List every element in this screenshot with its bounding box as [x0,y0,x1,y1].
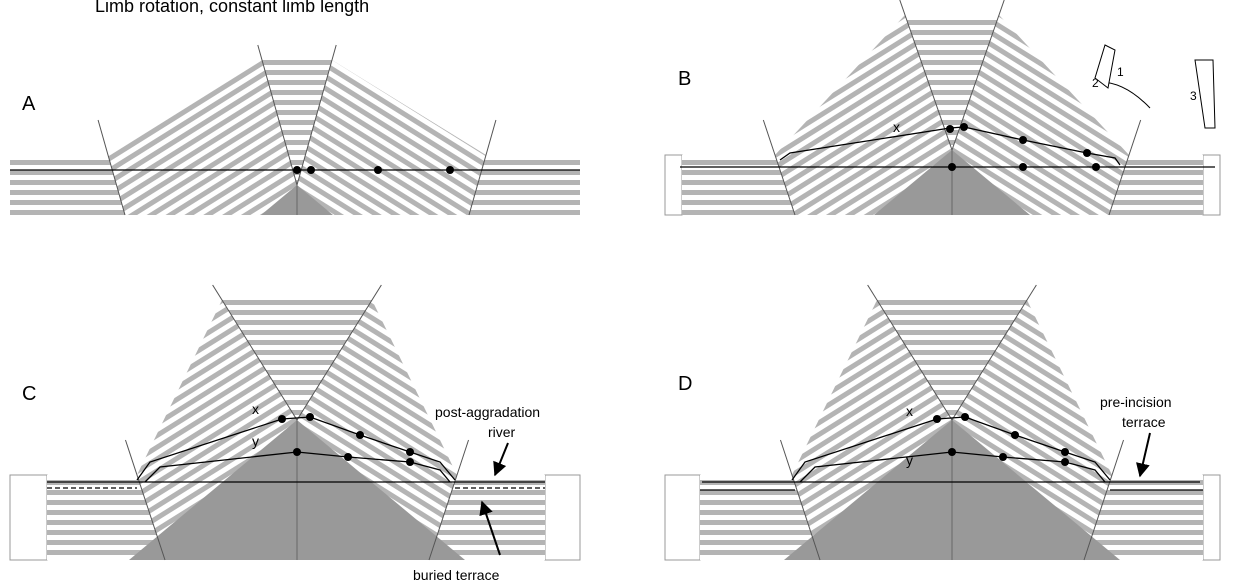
marker-label: 3 [1190,89,1197,103]
axial-surface [899,0,953,151]
panel-label: A [22,93,36,115]
marker-dot [960,123,968,131]
axial-surface [951,284,1037,421]
flat-beds [10,155,125,215]
end-box [544,474,581,561]
marker-dot [1019,163,1027,171]
end-box [9,474,48,561]
end-box [1202,474,1221,561]
marker-dot [933,415,941,423]
arrow [493,442,509,477]
marker-label: x [906,403,913,419]
marker-dot [961,413,969,421]
flat-beds [682,155,795,215]
marker-dot [1061,448,1069,456]
panel-label: D [678,373,692,395]
limb [952,15,1129,215]
annotation: terrace [1122,414,1166,430]
marker-label: y [252,433,259,449]
marker-line [791,416,1111,481]
arrow [479,500,501,556]
annotation: pre-incision [1100,394,1172,410]
marker-dot [374,166,382,174]
marker-dot [446,166,454,174]
marker-dot [406,448,414,456]
axial-surface [296,284,382,421]
marker-dot [1019,136,1027,144]
flat-beds [469,155,580,215]
end-box [664,154,683,216]
flat-beds [700,475,820,560]
marker-dot [1011,431,1019,439]
annotation: river [488,424,516,440]
marker-label: x [252,401,259,417]
crest [262,60,332,185]
limb [108,60,297,215]
marker-dot [1083,149,1091,157]
marker-dot [307,166,315,174]
marker-dot [406,458,414,466]
box-icon [1194,59,1216,129]
marker-dot [344,453,352,461]
marker-dot [278,415,286,423]
marker-dot [1061,458,1069,466]
marker-label: y [906,452,913,468]
end-box [1202,154,1221,216]
marker-dot [946,125,954,133]
marker-dot [948,448,956,456]
arrow [1136,432,1151,478]
crest [877,300,1027,420]
marker-dot [306,413,314,421]
marker-label: 2 [1092,76,1099,90]
crest [222,300,372,420]
kink-band [468,119,497,216]
flat-beds [1084,475,1203,560]
flat-beds [1109,155,1203,215]
limb [775,15,952,215]
marker-dot [948,163,956,171]
marker-label: x [893,119,900,135]
axial-surface [212,284,298,421]
marker-label: 1 [1117,65,1124,79]
kink-band [428,439,470,561]
limb [297,60,486,215]
kink-band [779,439,821,561]
marker-dot [1092,163,1100,171]
marker-dot [999,453,1007,461]
axial-surface [257,44,298,186]
end-box [664,474,701,561]
marker-line [136,416,456,481]
kink-band [97,119,126,216]
marker-dot [293,448,301,456]
box-icon [1094,44,1116,89]
kink-band [1083,439,1125,561]
annotation: post-aggradation [435,404,540,420]
flat-beds [47,475,165,560]
marker-dot [293,166,301,174]
axial-surface [296,44,337,186]
axial-surface [867,284,953,421]
marker-dot [356,431,364,439]
annotation: buried terrace [413,567,500,583]
kink-band [124,439,166,561]
fold-shapes [9,0,1221,561]
marker-line [779,126,1121,166]
panel-label: C [22,383,36,405]
title: Limb rotation, constant limb length [95,0,369,16]
panel-label: B [678,68,691,90]
crest [905,15,999,150]
